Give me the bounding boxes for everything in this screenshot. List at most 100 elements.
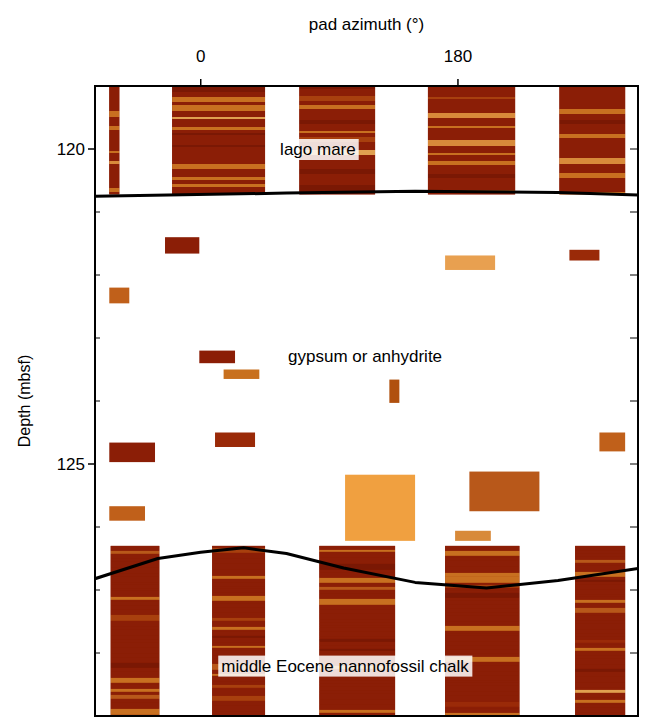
texture [172, 119, 265, 125]
texture [111, 709, 160, 715]
texture [111, 602, 160, 606]
y-minor-tick [95, 590, 100, 591]
texture [172, 169, 265, 174]
texture [319, 583, 395, 587]
pad-strip [559, 86, 625, 194]
texture [445, 681, 519, 683]
texture [559, 152, 625, 158]
texture [172, 102, 265, 105]
texture [109, 166, 119, 169]
texture [575, 637, 625, 640]
texture [428, 132, 515, 137]
patch [199, 351, 235, 364]
texture [445, 696, 519, 702]
texture [109, 121, 119, 126]
y-minor-tick [95, 338, 100, 339]
texture [319, 710, 395, 713]
y-minor-tick [630, 212, 638, 213]
texture [172, 177, 265, 180]
x-axis-title: pad azimuth (°) [309, 15, 424, 34]
texture [575, 708, 625, 713]
y-tick [88, 463, 95, 465]
texture [445, 556, 519, 558]
texture [111, 591, 160, 597]
texture [172, 113, 265, 117]
texture [212, 651, 265, 656]
x-tick [457, 79, 459, 86]
texture [212, 608, 265, 613]
texture [575, 700, 625, 703]
texture [212, 688, 265, 690]
texture [319, 700, 395, 705]
patch [455, 531, 491, 541]
texture [445, 634, 519, 636]
texture [111, 615, 160, 621]
texture [445, 558, 519, 561]
texture [428, 178, 515, 181]
texture [111, 630, 160, 636]
texture [299, 133, 375, 137]
texture [575, 677, 625, 683]
texture [559, 187, 625, 192]
texture [575, 643, 625, 645]
texture [575, 630, 625, 634]
patch [445, 255, 495, 269]
texture [299, 160, 375, 162]
texture [319, 599, 395, 605]
texture [299, 185, 375, 191]
texture [445, 709, 519, 713]
texture [428, 146, 515, 149]
texture [575, 640, 625, 643]
texture [319, 649, 395, 651]
texture [109, 130, 119, 135]
texture [445, 561, 519, 567]
texture [172, 174, 265, 177]
texture [111, 695, 160, 699]
texture [428, 105, 515, 108]
texture [559, 114, 625, 120]
texture [559, 128, 625, 134]
texture [575, 551, 625, 554]
texture [299, 89, 375, 93]
texture [575, 621, 625, 624]
texture [172, 127, 265, 130]
y-minor-tick [95, 401, 100, 402]
texture [212, 570, 265, 576]
texture [575, 563, 625, 566]
texture [299, 174, 375, 179]
texture [299, 101, 375, 105]
texture [428, 108, 515, 113]
texture [319, 694, 395, 700]
annotation-text: lago mare [280, 140, 356, 159]
texture [111, 583, 160, 585]
texture [559, 158, 625, 164]
texture [111, 574, 160, 577]
texture [109, 183, 119, 188]
texture [109, 158, 119, 161]
texture [172, 97, 265, 102]
texture [212, 559, 265, 564]
texture [319, 550, 395, 552]
texture [445, 551, 519, 556]
texture [109, 99, 119, 103]
texture [172, 117, 265, 119]
texture [111, 636, 160, 640]
texture [212, 553, 265, 559]
patch [569, 250, 599, 261]
texture [559, 107, 625, 109]
pad-strip [428, 86, 515, 194]
texture [319, 558, 395, 564]
texture [428, 126, 515, 128]
texture [559, 138, 625, 142]
texture [319, 578, 395, 583]
boundary [95, 191, 638, 196]
texture [445, 616, 519, 622]
patch [109, 506, 145, 520]
texture [212, 579, 265, 583]
annotation: middle Eocene nannofossil chalk [218, 656, 472, 677]
texture [428, 90, 515, 93]
patch [599, 433, 625, 452]
texture [445, 622, 519, 626]
texture [212, 627, 265, 630]
texture [428, 99, 515, 103]
